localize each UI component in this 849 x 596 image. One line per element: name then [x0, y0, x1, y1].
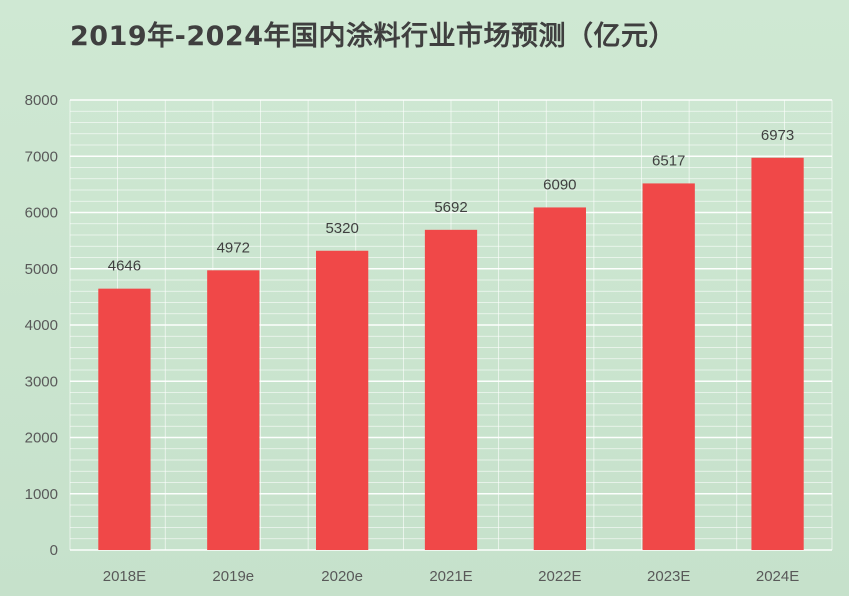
y-tick-label: 6000 — [25, 205, 58, 222]
bar-2019e — [207, 270, 260, 550]
x-tick-label: 2018E — [103, 568, 146, 585]
bar-2024E — [751, 157, 804, 551]
x-tick-label: 2023E — [647, 568, 690, 585]
bar-2021E — [424, 229, 478, 550]
x-tick-label: 2024E — [756, 568, 799, 585]
bar-2020e — [316, 250, 369, 550]
bar-2022E — [533, 207, 586, 550]
x-tick-label: 2020e — [321, 568, 363, 585]
data-label: 6090 — [543, 176, 576, 193]
y-tick-label: 7000 — [25, 148, 58, 165]
data-label: 5320 — [325, 220, 358, 237]
chart-title: 2019年-2024年国内涂料行业市场预测（亿元） — [70, 21, 676, 52]
y-tick-label: 8000 — [25, 92, 58, 109]
bar-2023E — [642, 183, 695, 550]
x-tick-label: 2021E — [429, 568, 472, 585]
data-label: 4646 — [108, 258, 141, 275]
x-tick-label: 2019e — [212, 568, 254, 585]
data-label: 5692 — [434, 199, 467, 216]
y-tick-label: 2000 — [25, 430, 58, 447]
x-tick-label: 2022E — [538, 568, 581, 585]
data-label: 4972 — [217, 239, 250, 256]
y-tick-label: 3000 — [25, 373, 58, 390]
bar-2018E — [98, 288, 151, 550]
y-tick-label: 1000 — [25, 486, 58, 503]
data-label: 6517 — [652, 152, 685, 169]
y-tick-label: 5000 — [25, 261, 58, 278]
y-tick-label: 4000 — [25, 317, 58, 334]
data-label: 6973 — [761, 127, 794, 144]
y-tick-label: 0 — [50, 542, 58, 559]
